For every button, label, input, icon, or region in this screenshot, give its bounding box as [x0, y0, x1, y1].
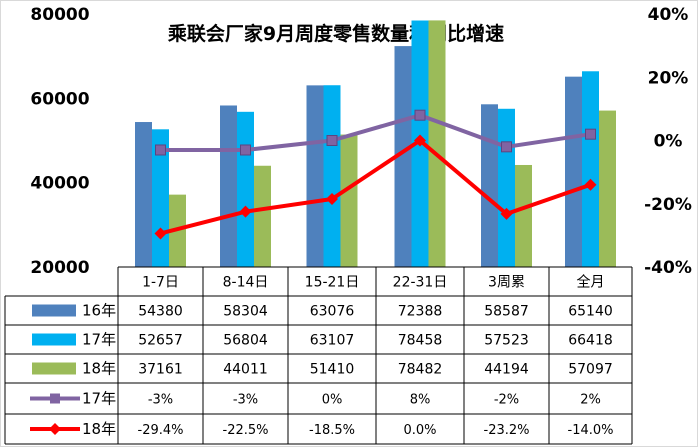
bar-3-6 [599, 110, 616, 268]
bar-3-4 [428, 20, 446, 268]
left-axis-tick: 40000 [30, 174, 89, 194]
table-value-cell: 44011 [223, 362, 268, 378]
table-value-cell: 44194 [484, 362, 529, 378]
line-point-1-5 [501, 141, 512, 153]
table-value-cell: 37161 [138, 362, 183, 378]
data-table: 1-7日 8-14日 15-21日 22-31日 3周累 全月 16年 54380 58304 6… [4, 266, 633, 445]
table-header-cell: 3周累 [488, 275, 525, 291]
table-value-cell: -14.0% [568, 423, 614, 438]
table-value-cell: 66418 [568, 333, 613, 349]
table-header-cell: 22-31日 [393, 275, 448, 291]
right-axis-tick: -20% [644, 195, 692, 215]
left-axis-tick: 20000 [30, 258, 89, 278]
line-point-1-3 [326, 135, 338, 146]
legend-key-bar [32, 333, 76, 346]
table-value-cell: 78458 [398, 333, 443, 349]
legend-label: 18年 [82, 420, 116, 438]
table-value-cell: 57523 [484, 333, 529, 349]
bar-1-6 [565, 76, 582, 267]
bar-3-2 [254, 165, 271, 267]
line-series-2 [160, 138, 592, 236]
line-point-1-4 [414, 109, 426, 121]
table-value-cell: -3% [233, 393, 258, 408]
table-value-cell: 58587 [484, 304, 529, 320]
left-axis-tick: 60000 [30, 89, 89, 109]
table-header-cell: 15-21日 [305, 275, 360, 291]
legend-key-bar [32, 362, 76, 375]
table-value-cell: -2% [494, 393, 519, 408]
left-axis: 20000 40000 60000 80000 [30, 5, 89, 278]
table-value-cell: 63107 [310, 333, 355, 349]
table-value-cell: 2% [580, 393, 601, 408]
table-value-cell: 57097 [568, 362, 613, 378]
table-value-cell: 54380 [138, 304, 183, 320]
legend-key-marker [49, 423, 61, 435]
line-point-2-5 [500, 207, 513, 220]
bar-2-3 [323, 85, 341, 267]
table-value-cell: 52657 [138, 333, 183, 349]
bar-2-6 [582, 71, 599, 267]
table-header-cell: 8-14日 [223, 275, 269, 291]
bar-1-2 [220, 105, 237, 267]
table-value-cell: -29.4% [138, 423, 184, 438]
table-value-cell: -23.2% [484, 423, 530, 438]
table-value-cell: 58304 [223, 304, 268, 320]
line-point-2-4 [414, 134, 426, 147]
bar-2-5 [498, 108, 515, 267]
bar-3-3 [340, 134, 358, 267]
table-header-cell: 1-7日 [142, 275, 179, 291]
table-value-cell: 56804 [223, 333, 268, 349]
line-point-1-1 [155, 144, 166, 156]
line-point-2-6 [584, 178, 597, 191]
bar-1-4 [394, 46, 412, 268]
table-value-cell: 78482 [398, 362, 443, 378]
table-value-cell: -3% [148, 393, 173, 408]
line-point-1-6 [585, 128, 596, 140]
line-point-1-2 [240, 144, 251, 156]
right-axis-tick: 0% [654, 132, 683, 152]
table-value-cell: 63076 [310, 304, 355, 320]
line-point-2-1 [154, 227, 167, 240]
plot-area [135, 20, 616, 268]
legend-label: 16年 [82, 302, 116, 320]
legend-key-bar [32, 304, 76, 317]
right-axis-tick: -40% [644, 258, 692, 278]
table-value-cell: 51410 [310, 362, 355, 378]
legend-label: 18年 [82, 360, 116, 378]
line-point-2-2 [239, 205, 252, 218]
bar-1-5 [481, 104, 498, 268]
table-value-cell: -22.5% [223, 423, 269, 438]
table-value-cell: 65140 [568, 304, 613, 320]
bar-3-5 [515, 164, 532, 267]
bar-1-1 [135, 122, 152, 267]
legend-key-marker [50, 393, 60, 404]
bar-2-2 [237, 111, 254, 267]
table-value-cell: 0.0% [403, 423, 436, 438]
bar-1-3 [306, 85, 324, 267]
table-value-cell: 8% [410, 393, 431, 408]
chart-title: 乘联会厂家9月周度零售数量和同比增速 [167, 22, 504, 45]
left-axis-tick: 80000 [30, 5, 89, 25]
legend-label: 17年 [82, 390, 116, 408]
table-value-cell: 0% [322, 393, 343, 408]
table-value-cell: -18.5% [309, 423, 355, 438]
table-header-cell: 全月 [577, 274, 605, 291]
line-point-2-3 [326, 193, 338, 206]
right-axis: -40% -20% 0% 20% 40% [644, 5, 692, 278]
right-axis-tick: 40% [648, 5, 689, 25]
right-axis-tick: 20% [648, 68, 689, 88]
table-value-cell: 72388 [398, 304, 443, 320]
line-series-1 [160, 113, 591, 152]
legend-label: 17年 [82, 331, 116, 349]
